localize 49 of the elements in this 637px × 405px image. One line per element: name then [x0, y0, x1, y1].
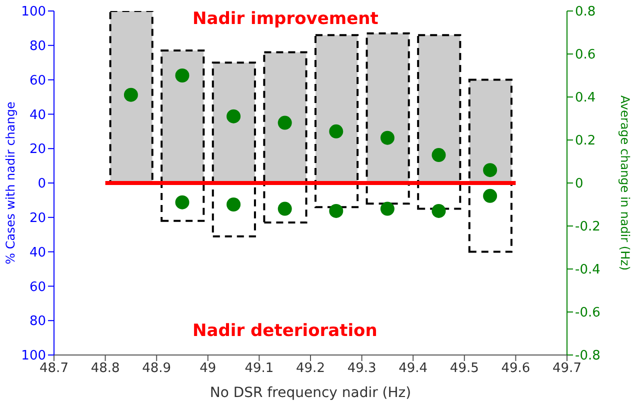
y2-tick-label: -0.4 [575, 262, 600, 278]
y2-tick-label: 0.2 [575, 134, 596, 149]
y2-tick-label: 0.4 [575, 90, 596, 106]
annotation: Nadir improvement [192, 9, 378, 29]
point [329, 204, 344, 218]
annotation: Nadir deterioration [192, 321, 378, 341]
point [226, 109, 241, 124]
point [432, 204, 446, 218]
y2-tick-label: -0.8 [575, 348, 600, 364]
y-tick-label: 100 [21, 4, 46, 20]
y-tick-label: 80 [29, 39, 46, 54]
point [124, 88, 138, 102]
x-tick-label: 48.8 [90, 361, 120, 376]
x-tick-label: 49.1 [244, 361, 274, 376]
x-tick-label: 48.9 [142, 361, 172, 376]
x-tick-label: 49.3 [347, 361, 376, 376]
x-tick-label: 49.6 [501, 361, 530, 376]
x-tick-label: 48.7 [40, 361, 68, 376]
y2-tick-label: -0.6 [575, 306, 600, 321]
y-tick-label: 20 [29, 142, 46, 158]
y-tick-label: 80 [29, 314, 46, 330]
point [329, 124, 344, 138]
y2-axis-title: Average change in nadir (Hz) [618, 95, 632, 271]
x-tick-label: 49.7 [552, 361, 582, 376]
y-tick-label: 60 [29, 73, 46, 88]
y-tick-label: 100 [21, 348, 46, 364]
x-tick-label: 49.4 [398, 361, 428, 376]
x-tick-label: 49.5 [450, 361, 479, 376]
y2-tick-label: 0.8 [575, 4, 596, 20]
y-tick-label: 20 [29, 211, 46, 226]
y-tick-label: 60 [29, 280, 46, 295]
point [483, 163, 498, 178]
y2-tick-label: 0.6 [575, 48, 596, 63]
x-tick-label: 49 [200, 361, 216, 376]
y-tick-label: 0 [38, 176, 46, 192]
y-tick-label: 40 [29, 108, 46, 123]
x-axis-title: No DSR frequency nadir (Hz) [210, 385, 412, 401]
point [175, 68, 190, 82]
point [483, 188, 498, 203]
x-tick-label: 49.2 [296, 361, 325, 376]
point [380, 130, 394, 145]
y2-tick-label: 0 [575, 176, 584, 192]
point [278, 116, 292, 130]
y2-tick-label: -0.2 [575, 220, 600, 235]
y-axis-title: % Cases with nadir change [3, 102, 18, 264]
y-tick-label: 40 [29, 245, 46, 260]
point [226, 198, 241, 212]
point [380, 202, 394, 216]
point [432, 148, 446, 162]
